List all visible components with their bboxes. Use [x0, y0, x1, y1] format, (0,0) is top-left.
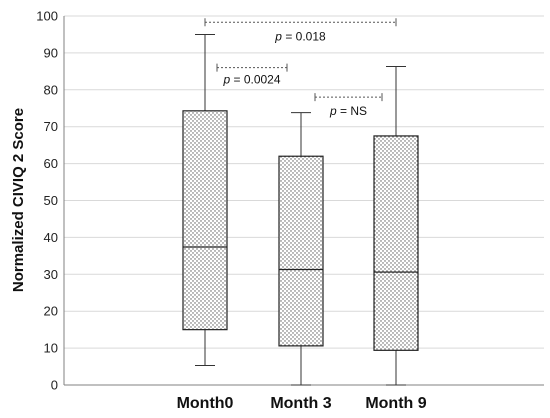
y-tick-label: 50	[44, 193, 58, 208]
box-body	[373, 135, 419, 351]
significance-annotations: p = 0.018 p = 0.0024 p = NS	[204, 18, 397, 118]
significance-bracket: p = 0.018	[204, 18, 397, 43]
significance-bracket: p = NS	[314, 93, 383, 118]
p-value-label: p = 0.018	[274, 29, 326, 43]
y-tick-label: 80	[44, 82, 58, 97]
x-tick-label: Month 3	[270, 395, 331, 412]
box-2	[278, 112, 324, 386]
significance-bracket: p = 0.0024	[216, 63, 288, 87]
y-tick-label: 0	[51, 378, 58, 393]
y-tick-label: 30	[44, 267, 58, 282]
y-tick-label: 10	[44, 341, 58, 356]
y-tick-label: 60	[44, 156, 58, 171]
axes: 0 10 20 30 40 50 60 70 80 90 100 Month0 Month 3 Month…	[36, 9, 544, 412]
box-1	[182, 33, 228, 366]
y-tick-label: 100	[36, 9, 58, 24]
y-tick-label: 90	[44, 45, 58, 60]
y-tick-label: 70	[44, 119, 58, 134]
box-body	[278, 155, 324, 347]
p-value-label: p = NS	[329, 104, 367, 118]
y-axis-label: Normalized CIVIQ 2 Score	[10, 108, 27, 292]
box-3	[373, 66, 419, 386]
x-tick-label: Month 9	[365, 395, 426, 412]
box-body	[182, 110, 228, 331]
y-tick-label: 40	[44, 230, 58, 245]
y-tick-label: 20	[44, 304, 58, 319]
x-tick-label: Month0	[177, 395, 234, 412]
p-value-label: p = 0.0024	[222, 73, 280, 87]
boxes	[182, 33, 419, 386]
